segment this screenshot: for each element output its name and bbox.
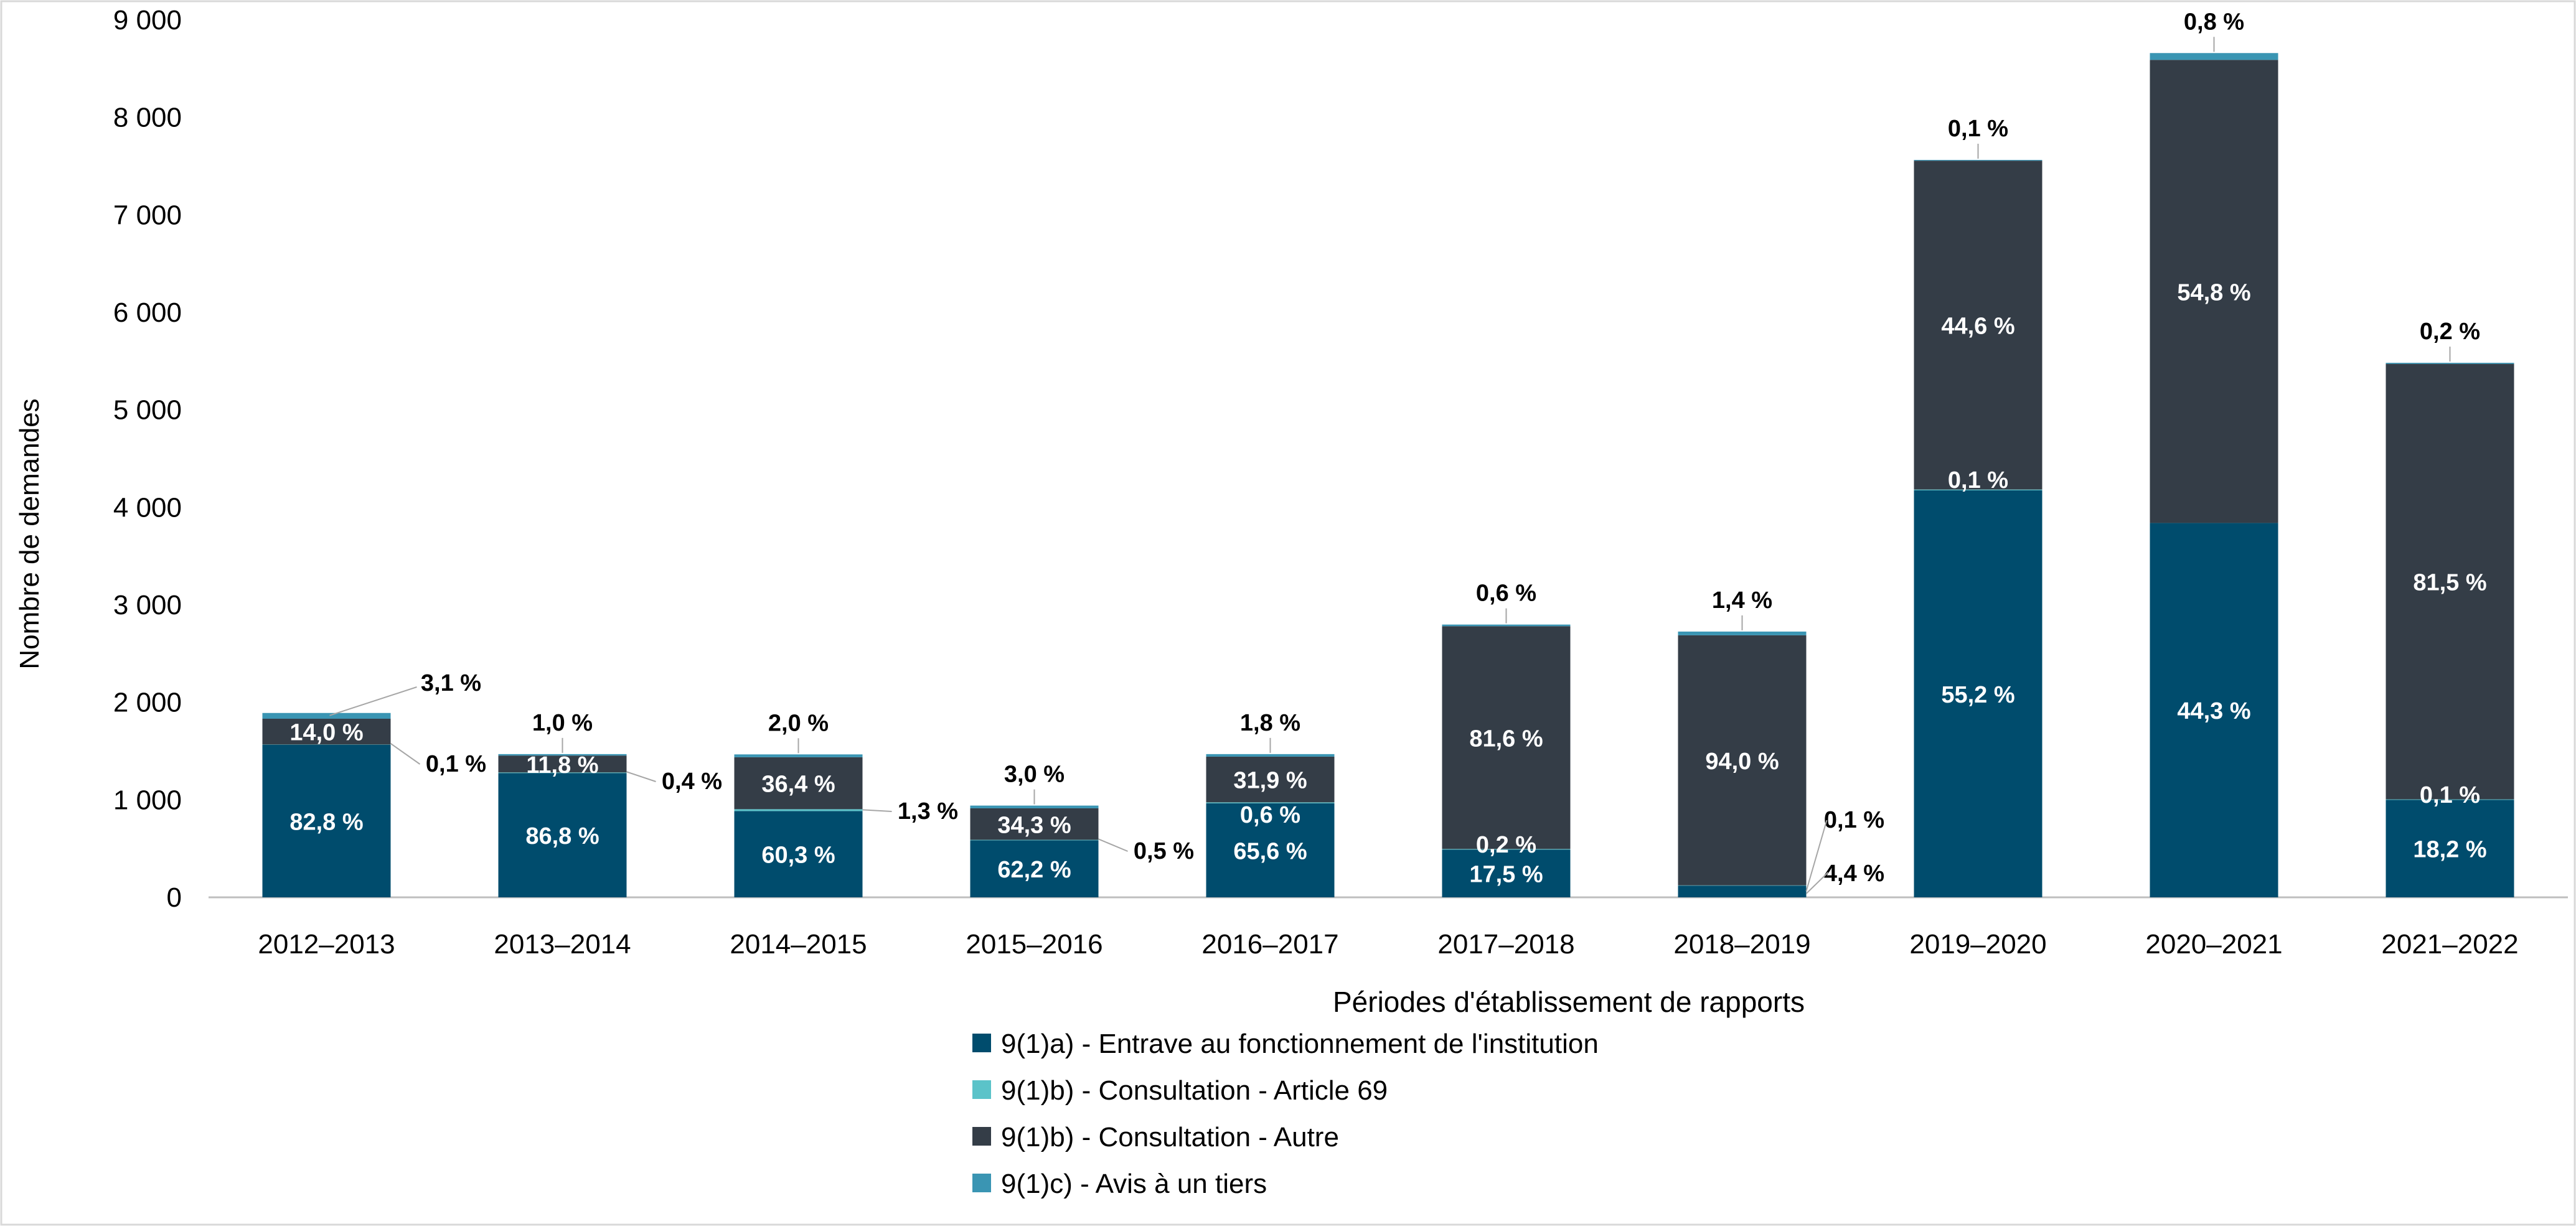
bar-segment [971,806,1099,808]
x-tick-label: 2013–2014 [494,929,631,960]
data-label: 65,6 % [1233,838,1307,864]
bar-segment [1442,625,1571,627]
legend-label: 9(1)c) - Avis à un tiers [1001,1169,1267,1199]
y-tick-label: 6 000 [113,297,182,328]
leader-line [1099,839,1128,851]
data-label: 82,8 % [289,809,363,835]
data-label: 1,3 % [898,798,958,825]
x-tick-label: 2020–2021 [2145,929,2282,960]
legend-swatch [972,1174,991,1192]
legend-label: 9(1)b) - Consultation - Article 69 [1001,1075,1388,1106]
data-label: 81,5 % [2413,570,2486,596]
data-label: 17,5 % [1469,862,1543,888]
data-label: 44,3 % [2177,698,2250,724]
data-label: 0,4 % [662,769,722,795]
data-label: 34,3 % [997,812,1071,838]
bar-segment [1678,886,1807,897]
data-label: 0,1 % [1824,807,1884,833]
leader-line [627,772,656,782]
legend-label: 9(1)a) - Entrave au fonctionnement de l'… [1001,1029,1599,1059]
data-label: 0,2 % [1476,832,1536,858]
data-label: 54,8 % [2177,279,2250,306]
bar-segment [1678,632,1807,635]
legend-swatch [972,1127,991,1146]
data-label: 0,5 % [1134,838,1194,864]
data-label: 18,2 % [2413,837,2486,863]
legend-label: 9(1)b) - Consultation - Autre [1001,1122,1339,1152]
legend-swatch [972,1034,991,1052]
x-axis-title: Périodes d'établissement de rapports [1333,986,1805,1018]
y-axis-title: Nombre de demandes [14,398,45,669]
data-label: 86,8 % [525,823,599,849]
data-label: 0,8 % [2184,9,2244,35]
y-tick-label: 0 [167,882,182,913]
bar-segment [2150,53,2278,60]
x-tick-label: 2019–2020 [1909,929,2046,960]
data-label: 1,4 % [1712,587,1772,614]
bar-segment [1206,754,1335,757]
leader-line [330,687,417,716]
data-label: 14,0 % [289,720,363,746]
data-label: 2,0 % [768,710,829,736]
bar-segment [2386,363,2514,364]
bar-segment [971,840,1099,841]
data-label: 0,6 % [1476,581,1536,607]
leader-line [391,744,420,764]
x-tick-label: 2017–2018 [1437,929,1574,960]
data-label: 31,9 % [1233,768,1307,794]
data-label: 0,1 % [426,751,486,777]
data-label: 60,3 % [761,843,835,869]
y-tick-label: 9 000 [113,5,182,35]
data-label: 11,8 % [526,752,598,778]
legend: 9(1)a) - Entrave au fonctionnement de l'… [972,1029,1599,1199]
bar-segment [1914,160,2042,161]
bar-segment [263,713,391,719]
data-label: 4,4 % [1824,861,1884,887]
data-label: 0,2 % [2420,319,2480,345]
data-label: 81,6 % [1469,726,1543,752]
y-tick-label: 4 000 [113,492,182,523]
x-tick-label: 2016–2017 [1201,929,1338,960]
y-tick-label: 1 000 [113,785,182,815]
bar-segment [735,754,863,757]
leader-line [863,810,892,811]
data-label: 0,6 % [1240,802,1300,828]
x-tick-label: 2021–2022 [2381,929,2518,960]
bars-layer [263,53,2514,897]
data-label: 3,0 % [1004,762,1065,788]
x-tick-label: 2018–2019 [1673,929,1810,960]
y-tick-label: 7 000 [113,200,182,230]
y-tick-label: 2 000 [113,688,182,718]
data-label: 62,2 % [997,857,1071,883]
legend-swatch [972,1080,991,1099]
data-label: 1,8 % [1240,710,1300,736]
data-label: 0,1 % [2420,782,2480,808]
x-tick-label: 2015–2016 [966,929,1102,960]
y-tick-label: 5 000 [113,395,182,426]
data-label: 94,0 % [1705,749,1779,775]
data-label: 44,6 % [1941,313,2014,339]
data-label: 3,1 % [421,670,481,696]
data-label: 0,1 % [1948,116,2008,142]
x-tick-label: 2012–2013 [258,929,395,960]
y-tick-label: 8 000 [113,103,182,133]
y-tick-label: 3 000 [113,590,182,620]
bar-segment [735,809,863,811]
data-label: 55,2 % [1941,682,2014,708]
data-label: 36,4 % [761,772,835,798]
data-label: 0,1 % [1948,467,2008,493]
data-label: 1,0 % [532,710,593,736]
x-tick-label: 2014–2015 [730,929,867,960]
